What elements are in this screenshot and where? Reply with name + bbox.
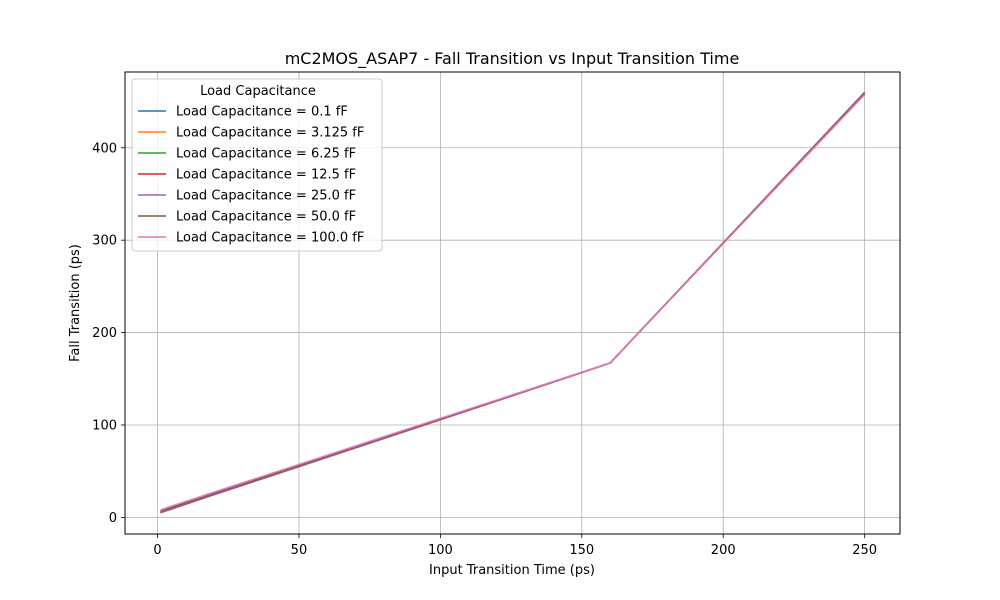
legend-label-5: Load Capacitance = 50.0 fF	[176, 210, 356, 225]
chart-title: mC2MOS_ASAP7 - Fall Transition vs Input …	[285, 49, 740, 69]
y-axis-label: Fall Transition (ps)	[68, 244, 83, 362]
legend-label-3: Load Capacitance = 12.5 fF	[176, 168, 356, 183]
legend-title: Load Capacitance	[200, 84, 316, 99]
y-tick-label: 0	[109, 511, 117, 526]
series-line-6	[160, 94, 866, 511]
x-axis-label: Input Transition Time (ps)	[429, 563, 595, 578]
y-tick-label: 200	[92, 326, 117, 341]
x-tick-label: 150	[569, 543, 594, 558]
x-tick-label: 250	[852, 543, 877, 558]
legend-label-1: Load Capacitance = 3.125 fF	[176, 126, 364, 141]
legend-label-2: Load Capacitance = 6.25 fF	[176, 147, 356, 162]
legend-label-6: Load Capacitance = 100.0 fF	[176, 231, 364, 246]
x-tick-label: 50	[291, 543, 308, 558]
x-tick-label: 200	[711, 543, 736, 558]
x-tick-label: 100	[428, 543, 453, 558]
legend-box	[131, 78, 383, 252]
y-tick-label: 300	[92, 234, 117, 249]
legend-label-0: Load Capacitance = 0.1 fF	[176, 105, 348, 120]
y-tick-label: 400	[92, 141, 117, 156]
legend-items: Load Capacitance = 0.1 fF Load Capacitanc…	[138, 105, 364, 246]
grid	[125, 72, 900, 534]
legend: Load Capacitance Load Capacitance = 0.1 …	[131, 78, 383, 252]
axis-ticks: 0 50 100 150 200 250 0 100 200 300 400	[92, 141, 877, 558]
plot-lines	[160, 91, 866, 514]
plot-frame	[124, 71, 901, 535]
legend-label-4: Load Capacitance = 25.0 fF	[176, 189, 356, 204]
x-tick-label: 0	[153, 543, 161, 558]
y-tick-label: 100	[92, 418, 117, 433]
